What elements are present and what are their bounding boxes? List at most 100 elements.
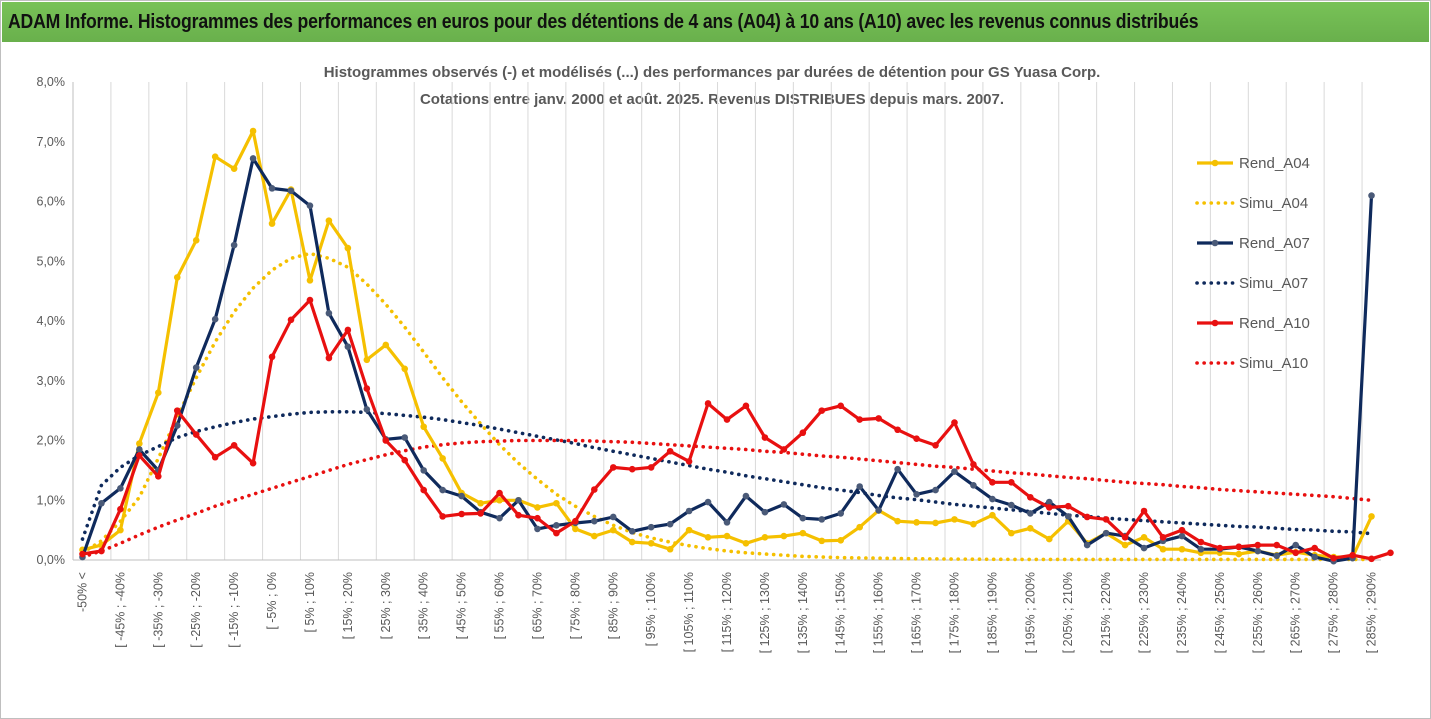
data-point-marker — [155, 473, 162, 480]
x-tick-label: [ 35% ; 40% — [417, 572, 431, 639]
x-tick-label: [ -35% ; -30% — [151, 572, 165, 648]
data-point-marker — [1311, 553, 1318, 561]
data-point-marker — [496, 514, 503, 522]
y-tick-label: 8,0% — [37, 75, 66, 89]
x-tick-label: [ 275% ; 280% — [1327, 572, 1341, 653]
y-tick-label: 4,0% — [37, 314, 66, 328]
data-point-marker — [211, 153, 219, 160]
data-point-marker — [951, 516, 958, 523]
data-point-marker — [799, 529, 807, 537]
data-point-marker — [325, 309, 333, 317]
data-point-marker — [230, 241, 238, 249]
series-simu-a07 — [80, 409, 1374, 541]
data-point-marker — [837, 402, 845, 410]
data-point-marker — [268, 185, 276, 192]
data-point-marker — [192, 237, 200, 244]
observed-curve-line — [82, 298, 1391, 561]
x-tick-label: [ 195% ; 200% — [1023, 572, 1037, 653]
data-point-marker — [401, 456, 409, 464]
data-point-marker — [1273, 541, 1281, 549]
simulated-curve-line — [80, 409, 1374, 541]
data-point-marker — [173, 407, 181, 414]
series-simu-a10 — [80, 438, 1374, 559]
legend-marker — [1211, 239, 1219, 247]
data-point-marker — [666, 545, 674, 553]
data-point-marker — [1121, 533, 1129, 541]
data-point-marker — [268, 220, 276, 227]
data-point-marker — [117, 485, 124, 492]
data-point-marker — [799, 429, 807, 437]
x-tick-label: [ 25% ; 30% — [379, 572, 393, 639]
data-point-marker — [780, 501, 788, 508]
data-point-marker — [1178, 545, 1186, 553]
data-point-marker — [913, 490, 920, 498]
x-axis-tick-labels: -50% < [ -45% ; -40% [ -35% ; -30% [ -25% ;… — [75, 572, 1378, 653]
data-point-marker — [951, 419, 958, 426]
report-title: ADAM Informe. Histogrammes des performan… — [8, 10, 1199, 33]
data-point-marker — [742, 539, 750, 547]
x-tick-label: [ 65% ; 70% — [530, 572, 544, 639]
x-tick-label: [ 235% ; 240% — [1175, 572, 1189, 653]
x-tick-label: [ 245% ; 250% — [1213, 572, 1227, 653]
data-point-marker — [1140, 533, 1148, 541]
data-point-marker — [894, 465, 901, 473]
data-point-marker — [1254, 547, 1262, 555]
data-point-marker — [1008, 479, 1015, 486]
data-point-marker — [572, 517, 579, 525]
data-point-marker — [1083, 541, 1091, 549]
data-point-marker — [856, 483, 863, 490]
legend-label: Simu_A10 — [1239, 355, 1308, 372]
data-point-marker — [1159, 533, 1167, 541]
chart-title-line1: Histogrammes observés (-) et modélisés (… — [324, 64, 1101, 81]
x-tick-label: [ 265% ; 270% — [1289, 572, 1303, 653]
x-tick-label: [ 55% ; 60% — [493, 572, 507, 639]
data-point-marker — [1178, 526, 1186, 534]
data-point-marker — [211, 453, 219, 461]
data-point-marker — [780, 446, 788, 453]
series-rend-a07 — [79, 155, 1375, 565]
data-point-marker — [117, 526, 124, 534]
data-point-marker — [609, 513, 617, 521]
data-point-marker — [477, 499, 484, 507]
data-point-marker — [970, 482, 977, 489]
data-point-marker — [136, 446, 143, 453]
data-point-marker — [420, 486, 427, 494]
data-point-marker — [230, 165, 238, 172]
data-point-marker — [1178, 532, 1186, 540]
data-point-marker — [344, 343, 352, 350]
data-point-marker — [685, 458, 693, 465]
data-point-marker — [325, 217, 333, 224]
y-tick-label: 3,0% — [37, 374, 66, 388]
data-point-marker — [970, 461, 977, 468]
data-point-marker — [1330, 554, 1337, 562]
series-lines — [79, 127, 1394, 565]
y-tick-label: 2,0% — [37, 434, 66, 448]
data-point-marker — [401, 434, 409, 441]
data-point-marker — [1027, 493, 1034, 501]
data-point-marker — [211, 315, 219, 323]
data-point-marker — [173, 422, 181, 429]
legend-marker — [1211, 159, 1219, 167]
data-point-marker — [780, 532, 788, 540]
data-point-marker — [647, 464, 655, 471]
data-point-marker — [1292, 549, 1299, 557]
data-point-marker — [1349, 551, 1356, 559]
data-point-marker — [856, 523, 863, 531]
data-point-marker — [553, 522, 560, 529]
data-point-marker — [173, 274, 181, 281]
data-point-marker — [628, 528, 636, 535]
data-point-marker — [742, 492, 750, 500]
data-point-marker — [1045, 504, 1053, 511]
legend-item: Simu_A04 — [1195, 195, 1308, 212]
data-point-marker — [420, 423, 427, 431]
data-point-marker — [970, 520, 977, 528]
data-point-marker — [306, 277, 314, 284]
data-point-marker — [591, 486, 598, 493]
data-point-marker — [287, 187, 295, 195]
x-tick-label: [ 215% ; 220% — [1099, 572, 1113, 653]
x-tick-label: -50% < — [75, 572, 89, 612]
series-rend-a10 — [79, 296, 1394, 563]
data-point-marker — [894, 517, 901, 525]
x-tick-label: [ 145% ; 150% — [834, 572, 848, 653]
